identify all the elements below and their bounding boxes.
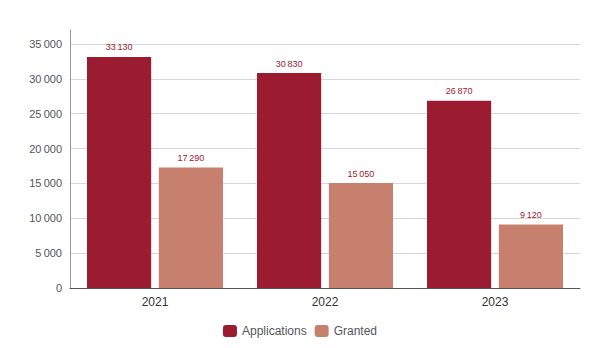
svg-text:10 000: 10 000 xyxy=(29,212,62,224)
svg-text:33 130: 33 130 xyxy=(106,42,133,52)
svg-text:25 000: 25 000 xyxy=(29,108,62,120)
svg-text:35 000: 35 000 xyxy=(29,38,62,50)
svg-text:9 120: 9 120 xyxy=(520,210,542,220)
svg-text:2023: 2023 xyxy=(482,295,509,309)
svg-text:26 870: 26 870 xyxy=(446,86,473,96)
svg-text:15 000: 15 000 xyxy=(29,177,62,189)
svg-text:30 830: 30 830 xyxy=(276,59,303,69)
svg-text:Granted: Granted xyxy=(334,324,377,338)
svg-text:20 000: 20 000 xyxy=(29,143,62,155)
svg-text:2021: 2021 xyxy=(142,295,169,309)
svg-text:Applications: Applications xyxy=(242,324,307,338)
svg-text:30 000: 30 000 xyxy=(29,73,62,85)
svg-text:5 000: 5 000 xyxy=(35,247,62,259)
svg-text:17 290: 17 290 xyxy=(178,153,205,163)
svg-text:0: 0 xyxy=(56,282,62,294)
svg-text:2022: 2022 xyxy=(312,295,339,309)
svg-text:15 050: 15 050 xyxy=(348,169,375,179)
